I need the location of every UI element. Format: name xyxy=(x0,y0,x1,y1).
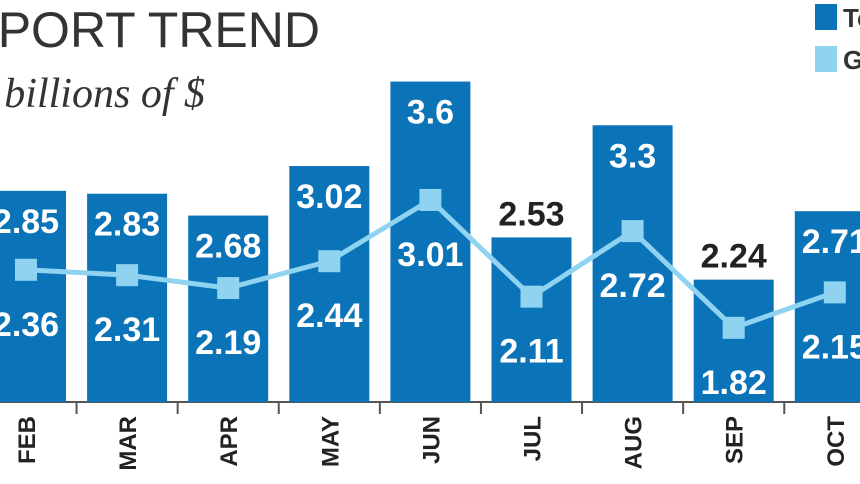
data-label: 2.36 xyxy=(0,306,59,344)
x-tick-label: MAR xyxy=(115,416,142,471)
bar xyxy=(188,215,269,402)
point xyxy=(823,281,846,304)
bar xyxy=(794,211,860,402)
point xyxy=(15,258,37,281)
point xyxy=(419,188,442,211)
x-tick-label: JUN xyxy=(418,416,445,464)
data-label: 2.85 xyxy=(0,203,59,241)
legend-swatch xyxy=(815,46,837,72)
data-label: 1.82 xyxy=(701,364,767,402)
x-tick-label: APR xyxy=(216,416,243,467)
data-label: 2.83 xyxy=(94,206,160,244)
x-tick-label: MAY xyxy=(317,416,344,467)
data-label: 3.3 xyxy=(609,137,656,175)
data-label: 3.02 xyxy=(296,178,362,216)
point xyxy=(318,250,341,273)
point xyxy=(621,220,644,243)
legend-label: Garment xyxy=(843,45,860,75)
data-label: 2.11 xyxy=(499,333,563,371)
point xyxy=(116,264,139,287)
data-label: 3.6 xyxy=(407,94,454,132)
legend-label: Total xyxy=(843,3,860,33)
x-tick-label: AUG xyxy=(621,416,648,469)
chart-subtitle: In billions of $ xyxy=(0,71,205,117)
data-label: 2.24 xyxy=(701,238,767,276)
point xyxy=(520,285,543,308)
data-label: 3.01 xyxy=(397,236,463,274)
bar xyxy=(592,125,673,403)
data-label: 2.15 xyxy=(802,328,860,366)
x-tick-label: JUL xyxy=(520,416,547,461)
point xyxy=(722,316,745,339)
data-label: 2.71 xyxy=(802,223,860,261)
legend-swatch xyxy=(815,4,837,30)
x-tick-label: FEB xyxy=(14,416,41,464)
x-tick-label: SEP xyxy=(722,416,749,464)
point xyxy=(217,277,240,300)
bar xyxy=(0,190,66,402)
data-label: 2.72 xyxy=(600,267,666,305)
data-label: 2.19 xyxy=(195,324,261,362)
data-label: 2.68 xyxy=(195,228,261,266)
data-label: 2.31 xyxy=(94,311,160,349)
bar xyxy=(289,166,370,402)
data-label: 2.53 xyxy=(498,195,564,233)
bar xyxy=(87,193,168,402)
bar xyxy=(390,81,471,402)
data-label: 2.44 xyxy=(296,297,362,335)
chart-title: EXPORT TREND xyxy=(0,2,320,58)
x-tick-label: OCT xyxy=(823,416,850,467)
bar xyxy=(491,237,572,402)
